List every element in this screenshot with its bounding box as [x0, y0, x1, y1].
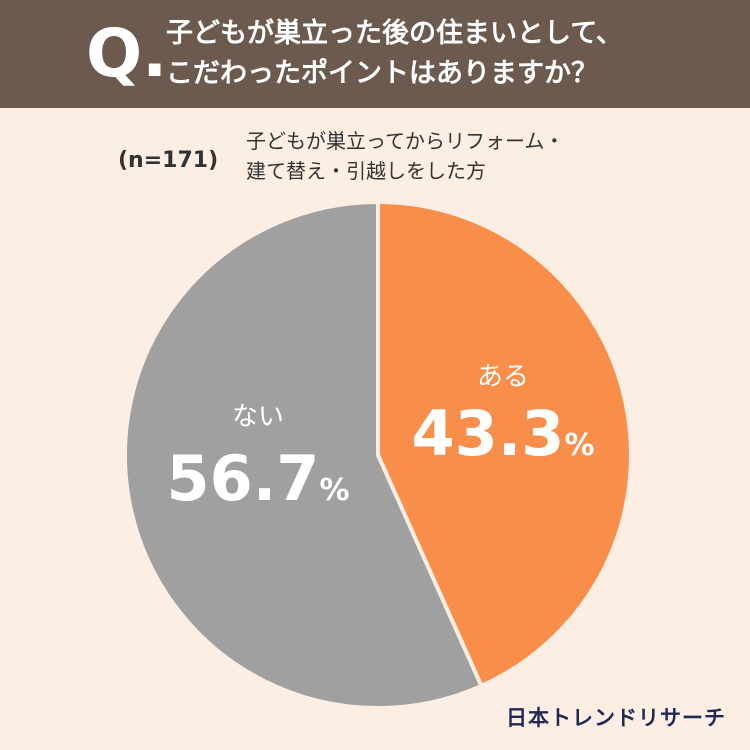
question-line-1: 子どもが巣立った後の住まいとして、 [166, 18, 623, 49]
respondent-desc-line-2: 建て替え・引越しをした方 [246, 159, 486, 183]
question-title: 子どもが巣立った後の住まいとして、 こだわったポイントはありますか？ [166, 14, 726, 94]
slice-value-nai-number: 56.7 [166, 442, 319, 515]
respondent-description: 子どもが巣立ってからリフォーム・ 建て替え・引越しをした方 [246, 126, 564, 186]
pie-slice-nai [123, 199, 485, 710]
slice-value-aru: 43.3% [411, 397, 594, 470]
sample-size: (n=171) [118, 148, 219, 173]
slice-label-nai: ない [232, 402, 284, 432]
respondent-desc-line-1: 子どもが巣立ってからリフォーム・ [246, 129, 565, 153]
pie-slice-aru [376, 199, 633, 689]
q-mark: Q. [86, 15, 168, 92]
question-header: Q. 子どもが巣立った後の住まいとして、 こだわったポイントはありますか？ [0, 0, 750, 108]
slice-value-aru-number: 43.3 [411, 397, 564, 470]
slice-value-nai: 56.7% [166, 442, 349, 515]
brand-logo: 日本トレンドリサーチ [506, 706, 726, 730]
question-line-2: こだわったポイントはありますか？ [166, 58, 598, 89]
slice-value-aru-unit: % [564, 428, 594, 463]
slice-value-nai-unit: % [319, 473, 349, 508]
slice-label-aru: ある [477, 362, 529, 392]
